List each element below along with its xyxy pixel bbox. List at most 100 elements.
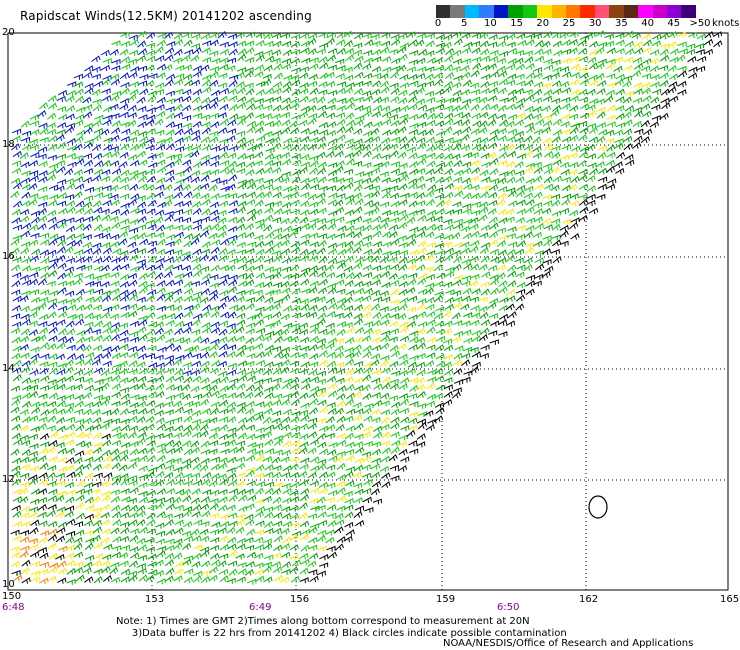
wind-barb — [245, 279, 255, 287]
wind-barb — [82, 567, 92, 574]
wind-barb — [353, 510, 363, 519]
wind-barb — [381, 209, 391, 216]
wind-barb — [65, 95, 75, 103]
wind-barb — [65, 560, 76, 567]
wind-barb — [128, 560, 139, 568]
wind-barb — [283, 74, 293, 81]
wind-barb — [38, 472, 48, 479]
wind-barb — [58, 311, 68, 318]
wind-barb — [228, 79, 238, 87]
wind-barb — [433, 166, 443, 175]
wind-barb — [236, 241, 246, 248]
wind-barb — [112, 535, 122, 543]
wind-barb — [247, 145, 257, 152]
wind-barb — [604, 33, 614, 40]
wind-barb — [426, 223, 437, 231]
wind-barb — [237, 200, 247, 208]
wind-barb — [121, 63, 131, 70]
wind-barb — [559, 224, 569, 232]
wind-barb — [289, 390, 300, 398]
wind-barb — [29, 255, 39, 262]
wind-barb — [371, 66, 381, 73]
wind-barb — [128, 227, 138, 234]
wind-barb — [406, 146, 416, 153]
wind-barb — [444, 182, 454, 190]
wind-barb — [55, 416, 66, 424]
wind-barb — [55, 494, 65, 503]
wind-barb — [634, 62, 644, 70]
wind-barb — [300, 457, 310, 464]
wind-barb — [264, 511, 274, 519]
wind-barb — [470, 40, 481, 47]
wind-barb — [93, 206, 103, 214]
wind-barb — [21, 366, 31, 374]
wind-barb — [109, 103, 119, 110]
wind-barb — [408, 152, 418, 160]
wind-barb — [181, 264, 191, 272]
wind-barb — [253, 208, 263, 216]
wind-barb — [307, 104, 317, 112]
wind-barb — [75, 223, 85, 230]
wind-barb — [263, 184, 273, 191]
wind-barb — [577, 159, 587, 168]
wind-barb — [398, 222, 408, 230]
wind-barb — [345, 198, 355, 206]
wind-barb — [569, 31, 579, 39]
wind-barb — [182, 542, 192, 550]
wind-barb — [336, 126, 346, 134]
wind-barb — [264, 246, 274, 254]
wind-barb — [271, 136, 281, 143]
wind-barb — [399, 407, 409, 414]
wind-barb — [568, 183, 578, 191]
wind-barb — [316, 264, 327, 272]
wind-barb — [191, 360, 201, 367]
wind-barb — [334, 543, 344, 551]
wind-barb — [146, 407, 156, 415]
wind-barb — [73, 566, 83, 574]
wind-barb — [400, 398, 410, 406]
wind-barb — [262, 542, 273, 550]
wind-barb — [19, 335, 30, 343]
wind-barb — [238, 417, 248, 424]
wind-barb — [200, 520, 210, 527]
wind-barb — [138, 286, 148, 294]
wind-barb — [219, 48, 230, 56]
wind-barb — [497, 192, 507, 200]
wind-barb — [436, 272, 446, 280]
wind-barb — [442, 361, 452, 369]
wind-barb — [101, 462, 111, 470]
wind-barb — [281, 506, 291, 513]
wind-barb — [265, 322, 275, 329]
wind-barb — [129, 535, 139, 543]
wind-barb — [271, 57, 281, 64]
wind-barb — [191, 410, 201, 417]
wind-barb — [12, 234, 22, 241]
wind-barb — [146, 232, 156, 239]
wind-barb — [469, 296, 479, 303]
wind-barb — [201, 47, 211, 54]
wind-barb — [156, 454, 166, 462]
wind-barb — [353, 360, 363, 367]
wind-barb — [589, 126, 599, 134]
wind-barb — [497, 104, 507, 112]
wind-barb — [110, 407, 120, 416]
wind-barb — [317, 511, 327, 518]
wind-barb — [200, 575, 210, 583]
wind-barb — [11, 321, 22, 328]
wind-barb — [380, 319, 390, 326]
wind-barb — [262, 416, 272, 424]
wind-barb — [210, 89, 221, 97]
wind-barb — [21, 130, 32, 137]
wind-barb — [443, 320, 453, 327]
wind-barb — [218, 200, 229, 207]
wind-barb — [463, 183, 473, 190]
wind-barb — [433, 224, 443, 231]
wind-barb — [372, 48, 382, 56]
wind-barb — [138, 114, 148, 121]
wind-barb — [390, 38, 401, 46]
wind-barb — [308, 407, 318, 415]
wind-barb — [48, 184, 59, 191]
wind-barb — [57, 560, 67, 568]
wind-barb — [228, 174, 238, 182]
wind-barb — [191, 303, 201, 311]
